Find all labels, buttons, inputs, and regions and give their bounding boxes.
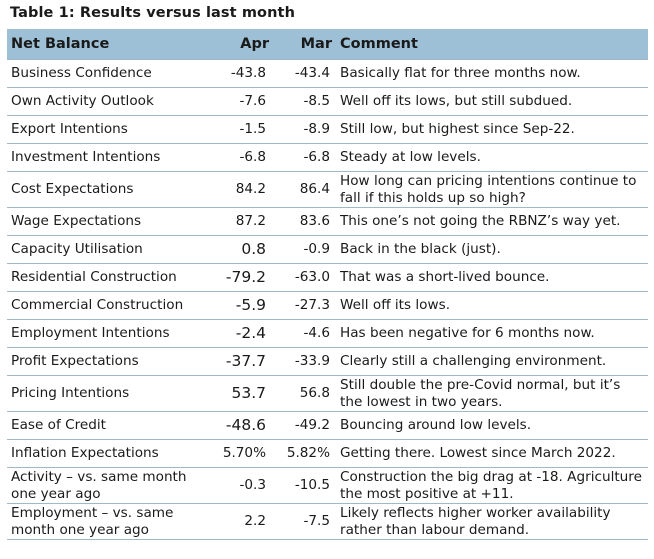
- comment-text: Clearly still a challenging environment.: [336, 347, 648, 376]
- row-label: Cost Expectations: [7, 171, 204, 208]
- mar-value: -33.9: [273, 347, 336, 376]
- comment-text: Likely reflects higher worker availabili…: [336, 503, 648, 540]
- mar-value: -8.9: [273, 115, 336, 144]
- mar-value: -63.0: [273, 263, 336, 292]
- mar-value: -27.3: [273, 291, 336, 320]
- apr-value: -6.8: [204, 143, 273, 172]
- row-label: Residential Construction: [7, 263, 204, 292]
- comment-text: Basically flat for three months now.: [336, 59, 648, 88]
- apr-value: 2.2: [204, 503, 273, 540]
- apr-value: -43.8: [204, 59, 273, 88]
- header-apr: Apr: [204, 29, 273, 60]
- comment-text: Getting there. Lowest since March 2022.: [336, 439, 648, 468]
- comment-text: This one’s not going the RBNZ’s way yet.: [336, 207, 648, 236]
- comment-text: Well off its lows, but still subdued.: [336, 87, 648, 116]
- row-label: Wage Expectations: [7, 207, 204, 236]
- comment-text: Well off its lows.: [336, 291, 648, 320]
- apr-value: -79.2: [204, 263, 273, 292]
- table-row: Residential Construction -79.2 -63.0 Tha…: [7, 263, 648, 292]
- table-row: Profit Expectations -37.7 -33.9 Clearly …: [7, 347, 648, 376]
- apr-value: 0.8: [204, 235, 273, 264]
- header-net-balance: Net Balance: [7, 29, 204, 60]
- apr-value: -1.5: [204, 115, 273, 144]
- comment-text: Has been negative for 6 months now.: [336, 319, 648, 348]
- apr-value: -7.6: [204, 87, 273, 116]
- mar-value: -43.4: [273, 59, 336, 88]
- table-row: Employment – vs. same month one year ago…: [7, 503, 648, 540]
- row-label: Employment Intentions: [7, 319, 204, 348]
- row-label: Investment Intentions: [7, 143, 204, 172]
- table-title: Table 1: Results versus last month: [10, 5, 295, 21]
- apr-value: 87.2: [204, 207, 273, 236]
- apr-value: 53.7: [204, 375, 273, 412]
- row-label: Employment – vs. same month one year ago: [7, 503, 204, 540]
- mar-value: -0.9: [273, 235, 336, 264]
- results-table: Net Balance Apr Mar Comment Business Con…: [7, 29, 648, 540]
- comment-text: Still low, but highest since Sep-22.: [336, 115, 648, 144]
- mar-value: -8.5: [273, 87, 336, 116]
- table-row: Cost Expectations 84.2 86.4 How long can…: [7, 171, 648, 208]
- header-mar: Mar: [273, 29, 336, 60]
- row-label: Capacity Utilisation: [7, 235, 204, 264]
- mar-value: 86.4: [273, 171, 336, 208]
- table-row: Own Activity Outlook -7.6 -8.5 Well off …: [7, 87, 648, 116]
- row-label: Pricing Intentions: [7, 375, 204, 412]
- row-label: Activity – vs. same month one year ago: [7, 467, 204, 504]
- comment-text: Back in the black (just).: [336, 235, 648, 264]
- table-row: Capacity Utilisation 0.8 -0.9 Back in th…: [7, 235, 648, 264]
- table-row: Business Confidence -43.8 -43.4 Basicall…: [7, 59, 648, 88]
- row-label: Inflation Expectations: [7, 439, 204, 468]
- table-row: Wage Expectations 87.2 83.6 This one’s n…: [7, 207, 648, 236]
- mar-value: -6.8: [273, 143, 336, 172]
- row-label: Commercial Construction: [7, 291, 204, 320]
- table-row: Employment Intentions -2.4 -4.6 Has been…: [7, 319, 648, 348]
- table-row: Ease of Credit -48.6 -49.2 Bouncing arou…: [7, 411, 648, 440]
- apr-value: -37.7: [204, 347, 273, 376]
- mar-value: -7.5: [273, 503, 336, 540]
- mar-value: 5.82%: [273, 439, 336, 468]
- apr-value: 84.2: [204, 171, 273, 208]
- row-label: Business Confidence: [7, 59, 204, 88]
- table-row: Commercial Construction -5.9 -27.3 Well …: [7, 291, 648, 320]
- apr-value: -48.6: [204, 411, 273, 440]
- mar-value: -49.2: [273, 411, 336, 440]
- mar-value: 83.6: [273, 207, 336, 236]
- table-row: Investment Intentions -6.8 -6.8 Steady a…: [7, 143, 648, 172]
- header-comment: Comment: [336, 29, 648, 60]
- comment-text: Construction the big drag at -18. Agricu…: [336, 467, 648, 504]
- apr-value: -0.3: [204, 467, 273, 504]
- comment-text: Bouncing around low levels.: [336, 411, 648, 440]
- mar-value: -4.6: [273, 319, 336, 348]
- comment-text: How long can pricing intentions continue…: [336, 171, 648, 208]
- table-row: Export Intentions -1.5 -8.9 Still low, b…: [7, 115, 648, 144]
- comment-text: Still double the pre-Covid normal, but i…: [336, 375, 648, 412]
- row-label: Own Activity Outlook: [7, 87, 204, 116]
- table-row: Pricing Intentions 53.7 56.8 Still doubl…: [7, 375, 648, 412]
- table-row: Inflation Expectations 5.70% 5.82% Getti…: [7, 439, 648, 468]
- row-label: Profit Expectations: [7, 347, 204, 376]
- mar-value: -10.5: [273, 467, 336, 504]
- row-label: Ease of Credit: [7, 411, 204, 440]
- row-label: Export Intentions: [7, 115, 204, 144]
- mar-value: 56.8: [273, 375, 336, 412]
- table-header-row: Net Balance Apr Mar Comment: [7, 29, 648, 60]
- apr-value: 5.70%: [204, 439, 273, 468]
- comment-text: That was a short-lived bounce.: [336, 263, 648, 292]
- apr-value: -2.4: [204, 319, 273, 348]
- comment-text: Steady at low levels.: [336, 143, 648, 172]
- table-row: Activity – vs. same month one year ago -…: [7, 467, 648, 504]
- apr-value: -5.9: [204, 291, 273, 320]
